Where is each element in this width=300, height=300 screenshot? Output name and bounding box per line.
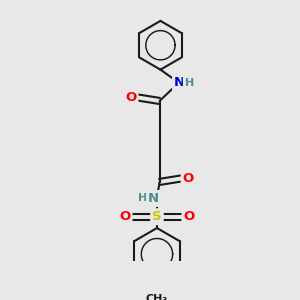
Text: O: O <box>125 91 136 104</box>
Text: O: O <box>119 210 130 223</box>
Text: S: S <box>152 210 162 223</box>
Text: CH₃: CH₃ <box>146 294 168 300</box>
Text: O: O <box>183 172 194 185</box>
Text: H: H <box>138 194 148 203</box>
Text: H: H <box>184 78 194 88</box>
Text: O: O <box>184 210 195 223</box>
Text: N: N <box>174 76 185 89</box>
Text: N: N <box>148 192 159 205</box>
